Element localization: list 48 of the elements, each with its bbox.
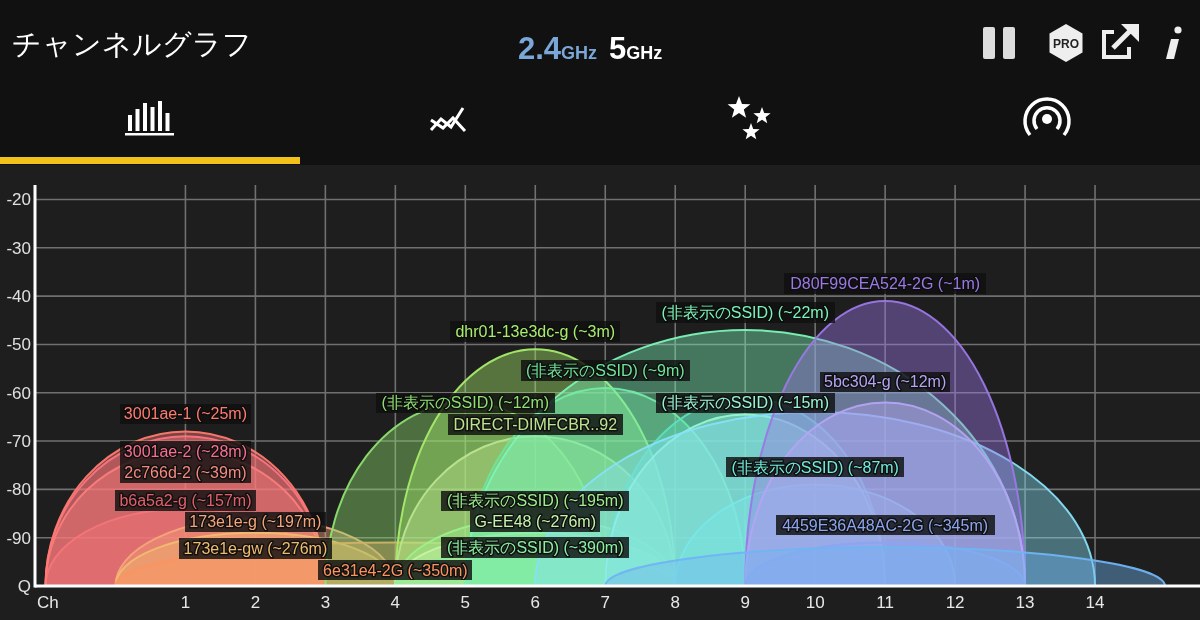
series-label: 6e31e4-2G (~350m) [323, 561, 468, 579]
y-tick-label: -20 [6, 190, 31, 210]
y-tick-label: -40 [6, 287, 31, 307]
x-tick-label: 13 [1015, 593, 1035, 612]
text: 5GHz [609, 31, 663, 66]
x-tick-label: 4 [390, 593, 401, 612]
series-label: 4459E36A48AC-2G (~345m) [782, 516, 989, 534]
series-label: 173e1e-gw (~276m) [183, 539, 328, 557]
x-axis-title: Ch [37, 593, 59, 612]
x-tick-label: 10 [805, 593, 825, 612]
x-tick-label: 8 [670, 593, 680, 612]
series-label: DIRECT-DIMFCBR..92 [453, 416, 618, 434]
text: PRO [1052, 36, 1080, 51]
series-label: (非表示のSSID) (~12m) [381, 394, 550, 412]
text: 2.4GHz [518, 31, 598, 66]
series-label: (非表示のSSID) (~87m) [731, 458, 899, 476]
series-label: b6a5a2-g (~157m) [119, 491, 252, 509]
series-label: (非表示のSSID) (~390m) [447, 538, 624, 556]
x-tick-label: 7 [600, 593, 610, 612]
x-tick-label: 1 [180, 593, 191, 612]
x-tick-label: 11 [876, 593, 894, 612]
series-label: (非表示のSSID) (~9m) [525, 361, 685, 379]
x-tick-label: 5 [460, 593, 471, 612]
series-label: 3001ae-1 (~25m) [123, 405, 248, 423]
x-tick-label: 3 [320, 593, 331, 612]
y-tick-label: -70 [6, 432, 31, 452]
series-label: 2c766d-2 (~39m) [124, 463, 247, 481]
series-label: 3001ae-2 (~28m) [123, 443, 248, 461]
x-tick-label: 6 [530, 593, 541, 612]
series-label: (非表示のSSID) (~22m) [661, 303, 829, 321]
y-tick-label: -90 [6, 528, 31, 548]
y-tick-label: -50 [6, 335, 31, 355]
y-tick-label: -60 [6, 383, 31, 403]
y-tick-label: -30 [6, 238, 31, 258]
x-tick-label: 2 [250, 593, 261, 612]
series-label: 173e1e-g (~197m) [189, 513, 322, 531]
series-label: dhr01-13e3dc-g (~3m) [455, 323, 616, 341]
x-tick-label: 14 [1085, 593, 1105, 612]
x-tick-label: 12 [945, 593, 965, 612]
x-tick-label: 9 [740, 593, 750, 612]
series-label: (非表示のSSID) (~15m) [661, 394, 829, 412]
series-label: (非表示のSSID) (~195m) [447, 492, 624, 510]
series-label: 5bc304-g (~12m) [823, 373, 947, 391]
series-label: D80F99CEA524-2G (~1m) [790, 274, 981, 292]
series-label: G-EE48 (~276m) [474, 512, 596, 530]
y-tick-label: Q [17, 577, 31, 596]
chart-title: チャンネルグラフ [12, 28, 252, 60]
y-tick-label: -80 [6, 480, 31, 500]
